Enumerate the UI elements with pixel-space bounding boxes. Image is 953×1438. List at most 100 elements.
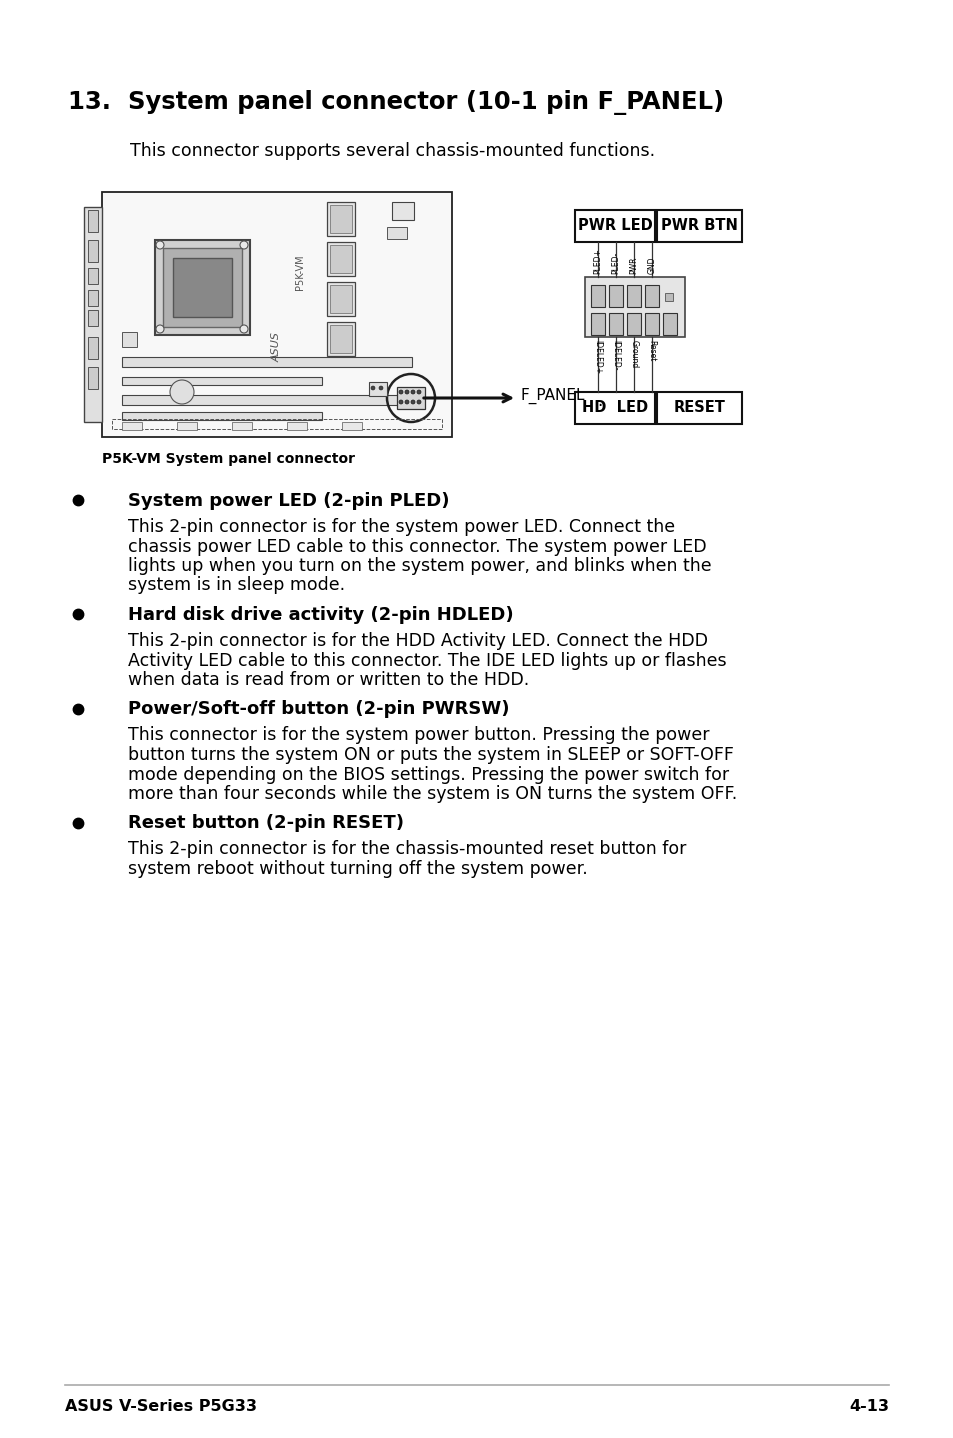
Bar <box>330 206 352 233</box>
Text: .: . <box>597 393 601 410</box>
Circle shape <box>156 242 164 249</box>
Bar <box>327 282 355 316</box>
Text: IDELED-: IDELED- <box>611 339 619 371</box>
Text: PWR BTN: PWR BTN <box>660 219 738 233</box>
Bar <box>287 421 307 430</box>
Bar <box>122 421 142 430</box>
Bar <box>177 421 196 430</box>
Text: F_PANEL: F_PANEL <box>520 388 585 404</box>
Circle shape <box>398 390 402 394</box>
Bar <box>330 285 352 313</box>
Bar <box>657 393 741 424</box>
Text: more than four seconds while the system is ON turns the system OFF.: more than four seconds while the system … <box>128 785 737 802</box>
Bar <box>575 210 655 242</box>
Bar <box>112 418 441 429</box>
Text: lights up when you turn on the system power, and blinks when the: lights up when you turn on the system po… <box>128 557 711 575</box>
Text: IDELED+: IDELED+ <box>593 339 602 374</box>
Bar <box>327 201 355 236</box>
Circle shape <box>411 400 415 404</box>
Bar <box>154 240 250 335</box>
Bar <box>122 357 412 367</box>
Bar <box>575 393 655 424</box>
Bar <box>102 193 452 437</box>
Bar <box>327 242 355 276</box>
Circle shape <box>411 390 415 394</box>
Circle shape <box>371 385 375 390</box>
Bar <box>122 377 322 385</box>
Text: button turns the system ON or puts the system in SLEEP or SOFT-OFF: button turns the system ON or puts the s… <box>128 746 733 764</box>
Bar <box>608 285 622 306</box>
Bar <box>657 210 741 242</box>
Bar <box>327 322 355 357</box>
Text: This 2-pin connector is for the system power LED. Connect the: This 2-pin connector is for the system p… <box>128 518 675 536</box>
Bar <box>590 313 604 335</box>
Text: system is in sleep mode.: system is in sleep mode. <box>128 577 345 594</box>
Bar <box>88 336 98 360</box>
Text: ASUS: ASUS <box>272 332 282 362</box>
Bar <box>387 227 407 239</box>
Text: P5K-VM: P5K-VM <box>294 255 305 290</box>
Bar <box>341 421 361 430</box>
Bar <box>122 395 412 406</box>
Bar <box>88 290 98 306</box>
Bar <box>122 413 322 420</box>
Text: Power/Soft-off button (2-pin PWRSW): Power/Soft-off button (2-pin PWRSW) <box>128 700 509 719</box>
Bar <box>590 285 604 306</box>
Text: PLED+: PLED+ <box>593 249 602 275</box>
Bar <box>232 421 252 430</box>
Text: chassis power LED cable to this connector. The system power LED: chassis power LED cable to this connecto… <box>128 538 706 555</box>
Bar <box>88 240 98 262</box>
Bar <box>369 383 387 395</box>
Circle shape <box>405 390 409 394</box>
Text: ASUS V-Series P5G33: ASUS V-Series P5G33 <box>65 1399 256 1414</box>
Bar <box>396 387 424 408</box>
Text: RESET: RESET <box>673 401 724 416</box>
Text: PWR LED: PWR LED <box>577 219 652 233</box>
Text: mode depending on the BIOS settings. Pressing the power switch for: mode depending on the BIOS settings. Pre… <box>128 765 728 784</box>
Text: System power LED (2-pin PLED): System power LED (2-pin PLED) <box>128 492 449 510</box>
Bar <box>662 313 677 335</box>
Text: GND: GND <box>647 256 656 275</box>
Text: This connector supports several chassis-mounted functions.: This connector supports several chassis-… <box>130 142 655 160</box>
Bar <box>392 201 414 220</box>
Bar <box>626 313 640 335</box>
Bar <box>88 367 98 390</box>
Circle shape <box>398 400 402 404</box>
Bar <box>644 313 659 335</box>
Text: when data is read from or written to the HDD.: when data is read from or written to the… <box>128 672 529 689</box>
Bar <box>644 285 659 306</box>
Text: Ground: Ground <box>629 339 638 368</box>
Text: system reboot without turning off the system power.: system reboot without turning off the sy… <box>128 860 587 879</box>
Text: Reset button (2-pin RESET): Reset button (2-pin RESET) <box>128 814 403 833</box>
Text: HD  LED: HD LED <box>581 401 647 416</box>
Text: 13.  System panel connector (10-1 pin F_PANEL): 13. System panel connector (10-1 pin F_P… <box>68 91 723 115</box>
Text: Activity LED cable to this connector. The IDE LED lights up or flashes: Activity LED cable to this connector. Th… <box>128 651 726 670</box>
Text: PLED-: PLED- <box>611 252 619 275</box>
Circle shape <box>170 380 193 404</box>
Text: This 2-pin connector is for the chassis-mounted reset button for: This 2-pin connector is for the chassis-… <box>128 840 685 858</box>
Circle shape <box>416 390 420 394</box>
Bar <box>664 293 672 301</box>
Bar <box>584 278 684 336</box>
Bar <box>122 332 137 347</box>
Bar <box>163 247 242 326</box>
Text: PWR: PWR <box>629 256 638 275</box>
Bar <box>88 210 98 232</box>
Bar <box>88 267 98 283</box>
Circle shape <box>240 242 248 249</box>
Text: Reset: Reset <box>647 339 656 361</box>
Bar <box>84 207 102 421</box>
Circle shape <box>416 400 420 404</box>
Bar <box>330 325 352 352</box>
Circle shape <box>378 385 382 390</box>
Bar <box>626 285 640 306</box>
Text: 4-13: 4-13 <box>848 1399 888 1414</box>
Circle shape <box>405 400 409 404</box>
Text: This 2-pin connector is for the HDD Activity LED. Connect the HDD: This 2-pin connector is for the HDD Acti… <box>128 631 707 650</box>
Text: This connector is for the system power button. Pressing the power: This connector is for the system power b… <box>128 726 709 745</box>
Circle shape <box>240 325 248 334</box>
Text: Hard disk drive activity (2-pin HDLED): Hard disk drive activity (2-pin HDLED) <box>128 605 513 624</box>
Bar <box>608 313 622 335</box>
Bar <box>88 311 98 326</box>
Circle shape <box>156 325 164 334</box>
